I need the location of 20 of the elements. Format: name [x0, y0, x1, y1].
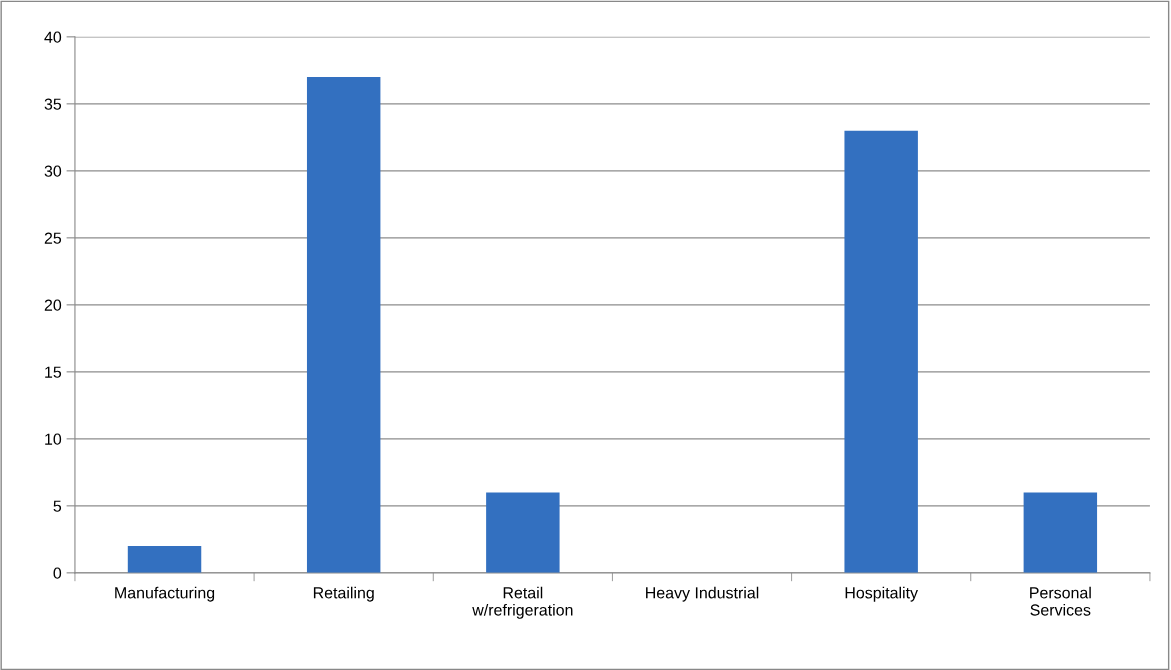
y-tick-label: 0	[53, 567, 62, 579]
y-tick-label: 25	[44, 232, 62, 244]
y-tick-label: 10	[45, 433, 62, 445]
x-tick-label: Personal Services	[1030, 586, 1091, 616]
bar	[1023, 492, 1098, 573]
bar	[844, 130, 918, 573]
x-tick-label: Hospitality	[845, 586, 918, 602]
y-tick-label: 15	[45, 366, 62, 378]
x-tick-label: Manufacturing	[115, 586, 215, 602]
x-tick-label: Retailing	[313, 586, 374, 602]
y-tick-label: 30	[44, 165, 62, 177]
y-tick-label: 5	[53, 500, 62, 512]
bar	[306, 77, 381, 573]
x-tick-label: Heavy Industrial	[646, 586, 759, 602]
x-tick-label: Retail w/refrigeration	[472, 586, 573, 619]
bar	[486, 492, 560, 573]
y-tick-label: 20	[44, 299, 62, 311]
bar	[127, 546, 202, 573]
y-tick-label: 40	[44, 31, 62, 43]
y-tick-label: 35	[44, 98, 62, 110]
